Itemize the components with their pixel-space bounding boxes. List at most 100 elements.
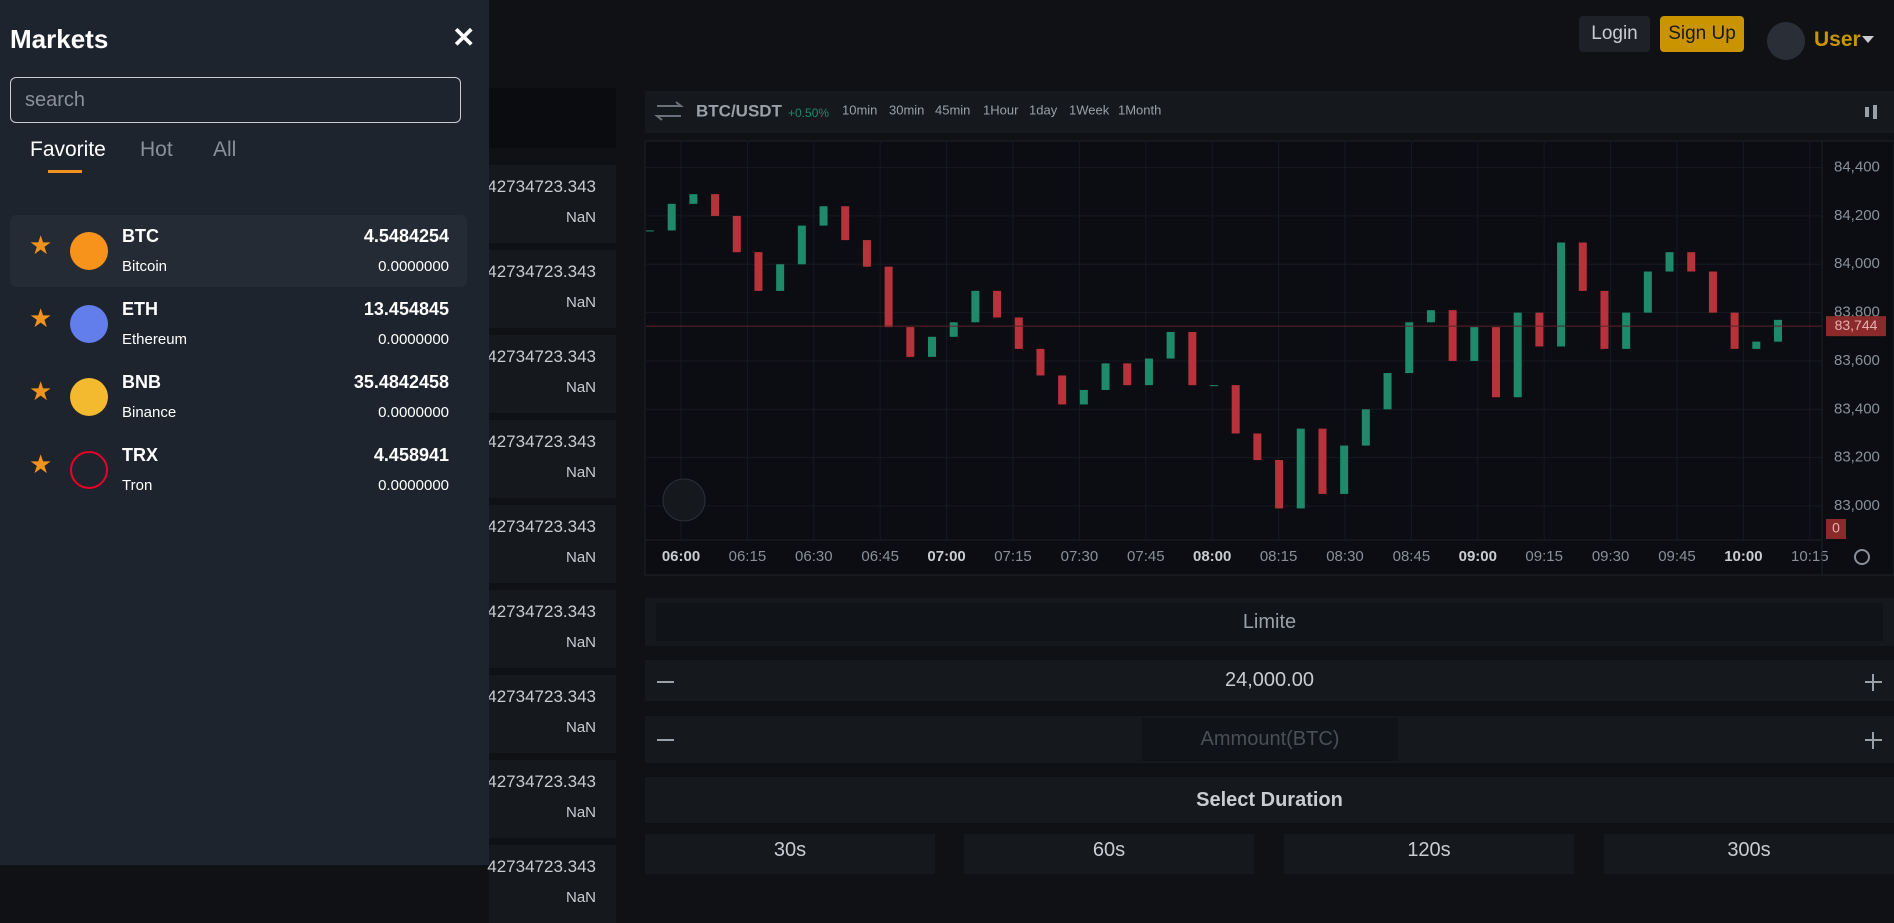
order-price: 42734723.343 (487, 857, 596, 876)
coin-change: 0.0000000 (378, 258, 449, 275)
candle (819, 206, 828, 226)
duration-button[interactable]: 300s (1604, 834, 1894, 874)
coin-symbol: BTC (122, 226, 159, 246)
candle (1231, 385, 1240, 434)
favorite-star[interactable]: ★ (29, 230, 53, 260)
interval-button[interactable]: 30min (889, 102, 924, 117)
candle (1101, 363, 1110, 390)
favorite-star[interactable]: ★ (29, 376, 53, 406)
y-tick-label: 83,600 (1834, 352, 1880, 369)
candle (949, 322, 958, 337)
order-book-row (489, 590, 616, 668)
candle (1188, 331, 1197, 386)
order-price: 42734723.343 (487, 432, 596, 451)
duration-button[interactable]: 30s (645, 834, 935, 874)
chart: BTC/USDT +0.50% 10min 30min 45min 1Hour 1day 1W… (644, 91, 1894, 576)
x-tick-label: 08:30 (1326, 548, 1364, 565)
volume-label: 0 (1832, 520, 1840, 536)
order-price: 42734723.343 (487, 262, 596, 281)
order-amount: NaN (565, 464, 596, 481)
x-tick-label: 06:00 (662, 548, 700, 565)
x-tick-label: 07:30 (1061, 548, 1099, 565)
candle (1361, 409, 1370, 446)
order-amount: NaN (565, 294, 596, 311)
interval-button[interactable]: 10min (842, 102, 877, 117)
candle (1665, 252, 1674, 272)
coin-change: 0.0000000 (378, 477, 449, 494)
market-tab[interactable]: Hot (140, 138, 173, 161)
toolbar (645, 91, 1894, 133)
order-price: 42734723.343 (487, 177, 596, 196)
interval-button[interactable]: 45min (935, 102, 970, 117)
favorite-star[interactable]: ★ (29, 449, 53, 479)
order-book-row (489, 760, 616, 838)
candle (1448, 310, 1457, 361)
candle (1036, 348, 1045, 376)
x-tick-label: 09:00 (1459, 548, 1497, 565)
x-tick-label: 06:45 (861, 548, 899, 565)
candle (1166, 331, 1175, 359)
user-menu[interactable]: User (1814, 28, 1861, 51)
coin-name: Tron (122, 477, 153, 494)
login-button[interactable]: Login (1579, 16, 1650, 52)
duration-button[interactable]: 120s (1284, 834, 1574, 874)
signup-button[interactable]: Sign Up (1660, 16, 1744, 52)
candle (1340, 445, 1349, 494)
minus-button[interactable] (657, 739, 674, 741)
candle (1210, 385, 1218, 387)
market-tab[interactable]: Favorite (30, 138, 106, 161)
candle (1318, 428, 1327, 494)
plus-button (1872, 732, 1874, 749)
settings-icon (1854, 549, 1870, 565)
coin-symbol: BNB (122, 372, 161, 392)
candle (1535, 312, 1544, 347)
y-tick-label: 83,000 (1834, 497, 1880, 514)
candle (1578, 242, 1587, 291)
order-book-row (489, 165, 616, 243)
order-price: 42734723.343 (487, 347, 596, 366)
close-button[interactable]: ✕ (452, 22, 476, 53)
minus-button[interactable] (657, 681, 674, 683)
order-book-row (489, 335, 616, 413)
candle (689, 194, 698, 204)
candle (667, 203, 676, 231)
x-tick-label: 08:15 (1260, 548, 1298, 565)
favorite-star[interactable]: ★ (29, 303, 53, 333)
x-tick-label: 08:45 (1393, 548, 1431, 565)
x-tick-label: 10:00 (1724, 548, 1762, 565)
coin-name: Ethereum (122, 331, 188, 348)
volume-tag (1826, 519, 1846, 539)
y-tick-label: 84,400 (1834, 159, 1880, 176)
coin-name: Bitcoin (122, 258, 168, 275)
markets-title: Markets (10, 24, 109, 54)
order-book-row (489, 505, 616, 583)
user-caret (1862, 36, 1874, 43)
order-book-row (489, 420, 616, 498)
price-value: 24,000.00 (1225, 669, 1314, 691)
candle (776, 264, 785, 291)
swap-icon (654, 101, 684, 121)
candle (906, 327, 915, 357)
order-type[interactable]: Limite (656, 603, 1883, 641)
search-input[interactable]: search (10, 77, 461, 123)
order-amount: NaN (565, 889, 596, 906)
candle (928, 336, 936, 357)
interval-button[interactable]: 1day (1029, 102, 1058, 117)
tv-logo (662, 478, 706, 522)
change: +0.50% (788, 106, 829, 120)
candle (1144, 358, 1153, 386)
market-tab[interactable]: All (213, 138, 237, 161)
interval-button[interactable]: 1Week (1069, 102, 1110, 117)
amount-input[interactable]: Ammount(BTC) (1142, 718, 1398, 761)
user-avatar[interactable] (1767, 22, 1805, 60)
duration-button[interactable]: 60s (964, 834, 1254, 874)
candle (993, 290, 1002, 318)
y-tick-label: 83,200 (1834, 449, 1880, 466)
candle (1470, 327, 1479, 361)
interval-button[interactable]: 1Hour (983, 102, 1019, 117)
candle (884, 266, 893, 328)
interval-button[interactable]: 1Month (1118, 102, 1161, 117)
coin-change: 0.0000000 (378, 331, 449, 348)
coin-icon (70, 232, 108, 270)
